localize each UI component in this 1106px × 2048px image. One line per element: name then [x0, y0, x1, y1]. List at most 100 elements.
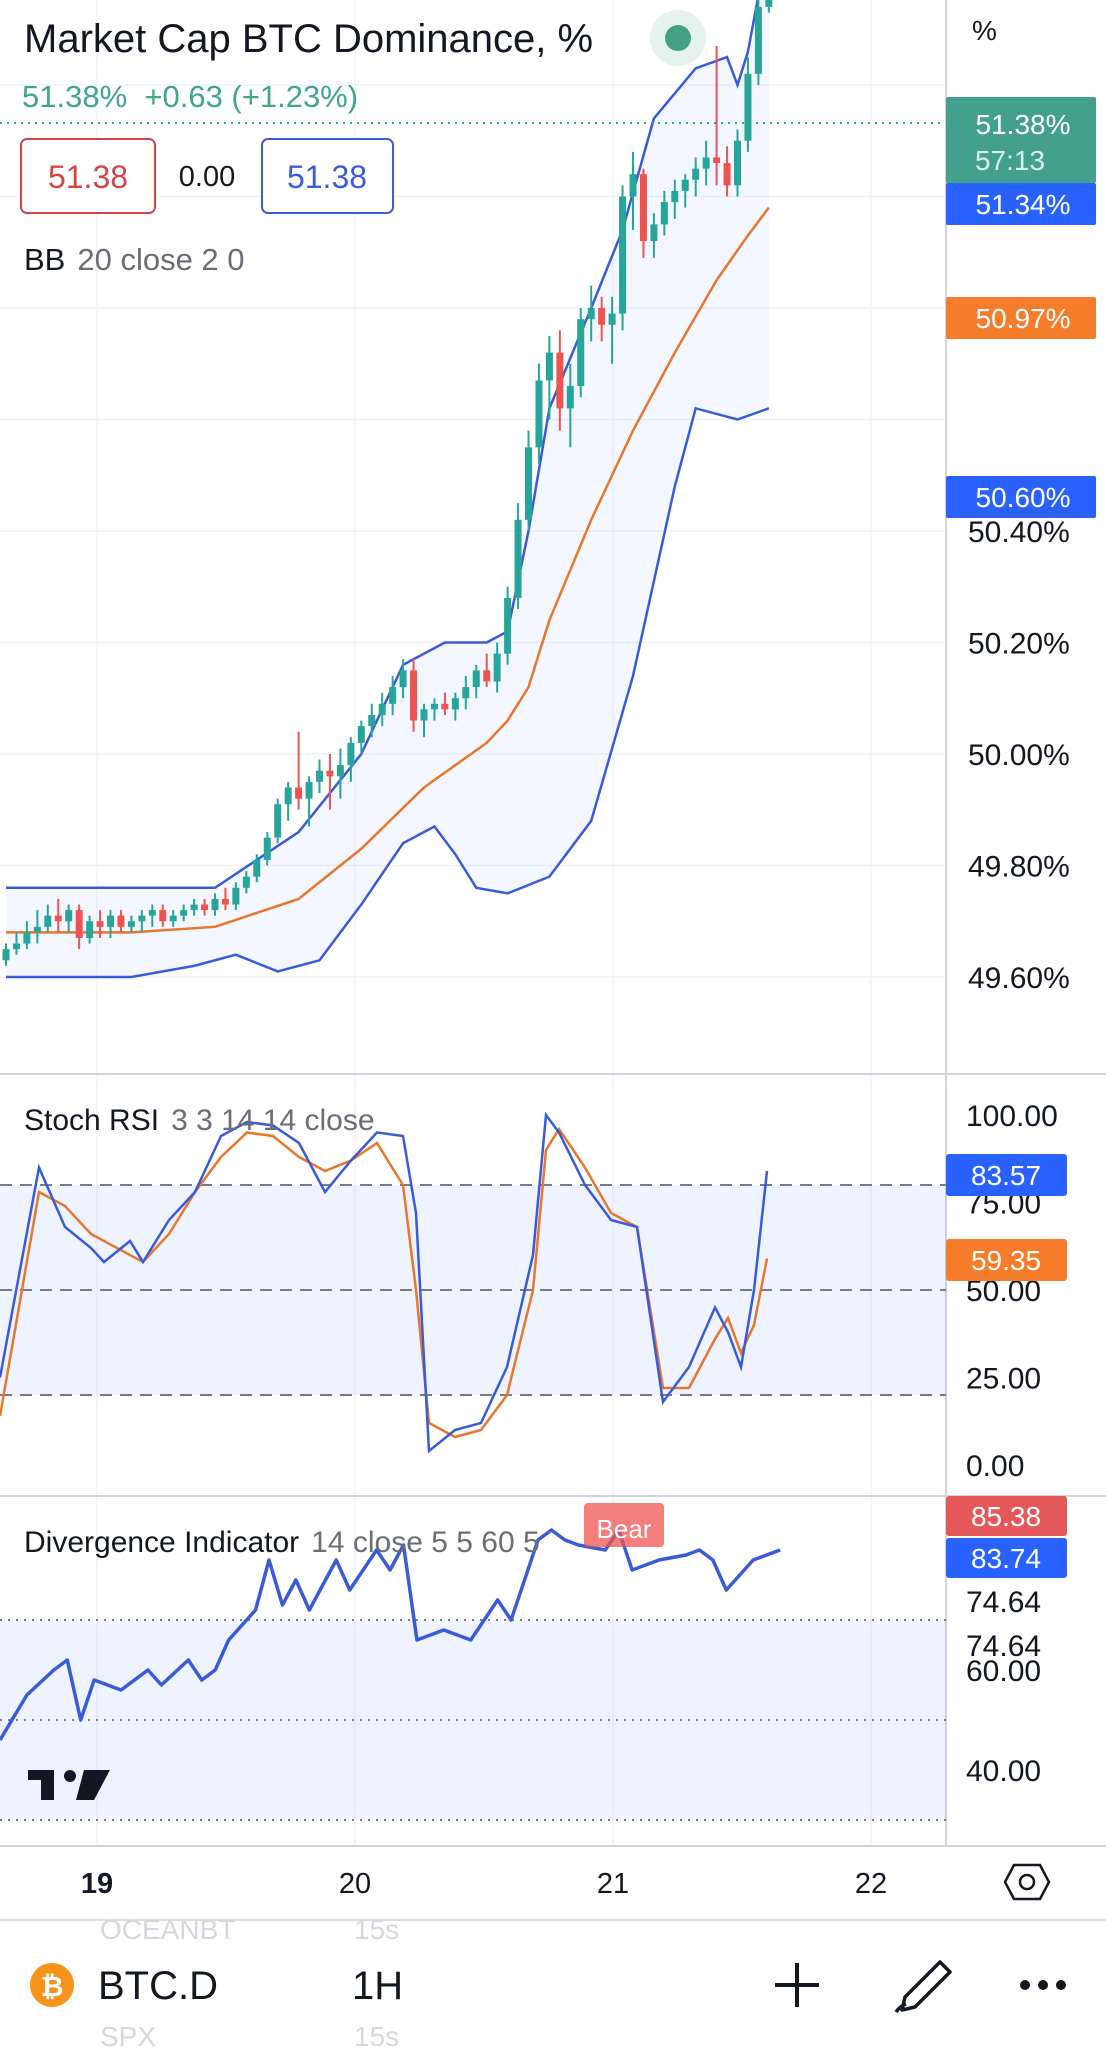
- candle-body: [201, 904, 209, 911]
- divergence-tag-1-value: 85.38: [971, 1501, 1041, 1532]
- candle-body: [713, 157, 721, 164]
- divergence-tag-4-value: 74.64: [966, 1630, 1041, 1663]
- candle-body: [650, 224, 658, 242]
- divergence-tag-2: 83.74: [946, 1538, 1067, 1578]
- candle-body: [368, 714, 376, 727]
- divergence-band-fill: [0, 1619, 946, 1821]
- price-change-line: 51.38% +0.63 (+1.23%): [22, 79, 358, 114]
- bb-params: 20 close 2 0: [77, 242, 244, 277]
- stoch-params: 3 3 14 14 close: [171, 1104, 374, 1137]
- candle-body: [566, 386, 574, 409]
- bb-lower-line: [6, 406, 770, 979]
- candle-body: [420, 709, 428, 721]
- time-axis[interactable]: 19 20 21 22: [81, 1868, 887, 1900]
- candle-body: [681, 179, 689, 191]
- candle-body: [357, 726, 365, 743]
- candle-body: [660, 202, 668, 225]
- ask-button[interactable]: [261, 138, 394, 214]
- spread-value: 0.00: [179, 161, 235, 193]
- chart-settings-icon[interactable]: [1003, 1863, 1051, 1901]
- add-plus-icon[interactable]: [775, 1963, 819, 2007]
- candle-body: [493, 653, 501, 682]
- divergence-tag-1: 85.38: [946, 1496, 1067, 1536]
- candle-body: [587, 308, 595, 320]
- divergence-label[interactable]: Divergence Indicator 14 close 5 5 60 5: [24, 1526, 540, 1559]
- bb-basis-line: [6, 206, 770, 934]
- candle-body: [23, 932, 31, 944]
- stoch-d-value: 59.35: [971, 1245, 1041, 1276]
- candle-body: [326, 770, 334, 777]
- candle-body: [221, 898, 229, 905]
- price-axis-label: 49.80%: [968, 851, 1070, 884]
- tradingview-logo[interactable]: [28, 1770, 110, 1800]
- time-axis-label: 21: [597, 1868, 629, 1900]
- time-axis-label: 20: [339, 1868, 371, 1900]
- svg-text:₿: ₿: [41, 1971, 64, 2002]
- candle-body: [639, 174, 647, 242]
- candle-body: [65, 910, 73, 922]
- candle-body: [734, 140, 741, 186]
- candle-body: [211, 898, 219, 911]
- bitcoin-icon[interactable]: ₿: [30, 1963, 74, 2007]
- candle-body: [598, 308, 606, 325]
- stoch-d-tag: 59.35: [946, 1239, 1067, 1281]
- candle-body: [462, 687, 470, 699]
- divergence-tag-3-value: 74.64: [966, 1586, 1041, 1619]
- last-price-value: 51.38%: [976, 109, 1071, 140]
- price-axis-unit: %: [972, 15, 997, 46]
- divergence-axis[interactable]: 60.00 40.00: [966, 1655, 1041, 1788]
- bb-indicator-label[interactable]: BB 20 close 2 0: [24, 242, 245, 277]
- divergence-tag-backdrop: [947, 1582, 1087, 1660]
- candle-body: [744, 73, 752, 141]
- candle-body: [378, 703, 386, 715]
- candle-body: [316, 770, 323, 782]
- bid-button[interactable]: [20, 138, 156, 214]
- candle-body: [535, 380, 543, 448]
- candle-body: [556, 352, 564, 409]
- candle-body: [232, 887, 240, 905]
- candle-body: [242, 876, 250, 888]
- ghost-symbol-2: SPX: [100, 2021, 156, 2048]
- candle-body: [127, 921, 135, 927]
- candle-body: [33, 926, 41, 933]
- price-axis-label: 50.20%: [968, 628, 1070, 661]
- bear-label-text: Bear: [597, 1514, 652, 1544]
- interval-button[interactable]: 1H: [352, 1964, 403, 2008]
- bid-price: 51.38: [48, 159, 128, 195]
- candle-body: [180, 910, 188, 916]
- candle-body: [347, 742, 355, 766]
- candle-body: [472, 670, 480, 688]
- divergence-rsi-line: [0, 1528, 781, 1741]
- time-axis-label: 22: [855, 1868, 887, 1900]
- candle-body: [138, 915, 146, 922]
- bb-upper-value: 51.34%: [976, 189, 1071, 220]
- candle-body: [410, 670, 418, 721]
- price-axis-label: 50.00%: [968, 739, 1070, 772]
- candle-body: [2, 949, 10, 961]
- candle-body: [295, 787, 303, 799]
- bb-name: BB: [24, 242, 65, 277]
- symbol-button[interactable]: BTC.D: [98, 1964, 218, 2008]
- drawing-pen-icon[interactable]: [894, 1960, 952, 2014]
- divergence-axis-label: 60.00: [966, 1655, 1041, 1688]
- more-options-icon[interactable]: [1020, 1980, 1066, 1990]
- symbol-title: Market Cap BTC Dominance, %: [24, 17, 593, 61]
- divergence-tag-2-value: 83.74: [971, 1543, 1041, 1574]
- candle-body: [754, 6, 762, 74]
- candle-body: [619, 196, 627, 314]
- divergence-name: Divergence Indicator: [24, 1526, 299, 1559]
- candle-body: [169, 915, 177, 922]
- candle-body: [263, 837, 271, 860]
- stoch-rsi-label[interactable]: Stoch RSI 3 3 14 14 close: [24, 1104, 375, 1137]
- candle-body: [441, 703, 449, 710]
- candle-body: [190, 904, 198, 911]
- candle-body: [514, 519, 522, 598]
- candle-body: [608, 313, 616, 325]
- stoch-name: Stoch RSI: [24, 1104, 159, 1137]
- price-axis[interactable]: 50.80%50.40%50.20%50.00%49.80%49.60%: [968, 293, 1070, 995]
- stoch-k-tag: 83.57: [946, 1154, 1067, 1196]
- candle-body: [545, 352, 553, 381]
- market-status-dot[interactable]: [665, 25, 691, 51]
- candle-body: [399, 670, 407, 688]
